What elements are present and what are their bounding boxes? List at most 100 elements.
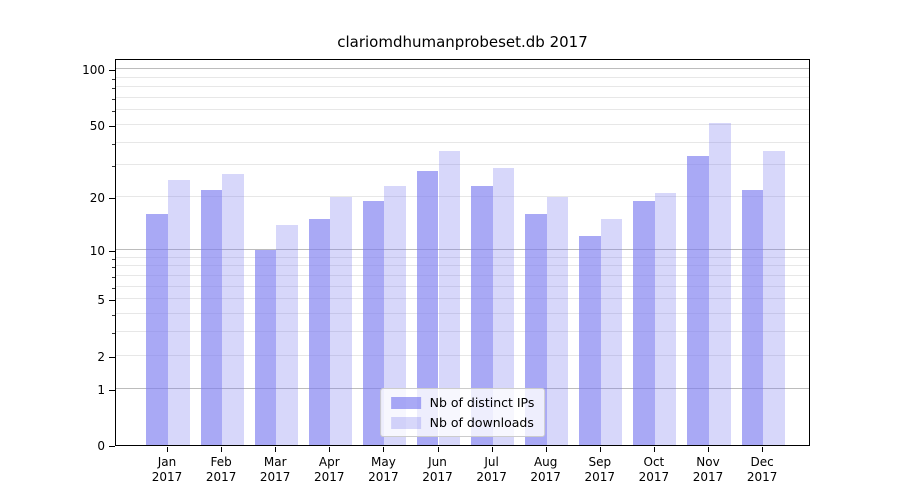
- gridline-y-9: [116, 256, 809, 258]
- legend-entry-downloads: Nb of downloads: [390, 415, 535, 430]
- y-minor-tick-8: [112, 267, 115, 269]
- gridline-y-8: [116, 265, 809, 267]
- x-tick-mark-nov: [708, 447, 709, 452]
- bar-oct-downloads: [654, 193, 677, 445]
- bar-may-distinct-ips: [362, 201, 385, 445]
- bar-feb-distinct-ips: [200, 189, 223, 445]
- bar-jul-downloads: [492, 168, 515, 445]
- y-tick-label-10: 10: [89, 243, 105, 258]
- bar-mar-distinct-ips: [254, 249, 277, 445]
- plot-area: Nb of distinct IPs Nb of downloads: [115, 59, 810, 446]
- y-tick-label-100: 100: [82, 63, 105, 78]
- gridline-y-7: [116, 274, 809, 276]
- y-tick-label-0: 0: [97, 439, 105, 453]
- x-tick-label-oct: Oct 2017: [638, 455, 670, 484]
- gridline-y-60: [116, 109, 809, 111]
- x-tick-mark-mar: [275, 447, 277, 452]
- x-tick-mark-jun: [437, 447, 439, 452]
- bar-nov-downloads: [709, 123, 731, 445]
- legend-entry-distinct-ips: Nb of distinct IPs: [390, 395, 535, 410]
- legend-label-distinct-ips: Nb of distinct IPs: [429, 395, 535, 410]
- gridline-y-40: [116, 141, 809, 143]
- x-tick-label-dec: Dec 2017: [746, 455, 778, 484]
- bar-mar-downloads: [276, 224, 298, 445]
- legend-label-downloads: Nb of downloads: [429, 415, 534, 430]
- y-minor-tick-60: [112, 111, 115, 113]
- x-tick-label-sep: Sep 2017: [584, 455, 616, 484]
- x-tick-mark-oct: [653, 447, 655, 452]
- bar-jun-distinct-ips: [416, 170, 439, 445]
- y-minor-tick-30: [112, 166, 115, 168]
- y-tick-mark-5: [109, 300, 115, 302]
- gridline-y-70: [116, 97, 809, 98]
- gridline-y-80: [116, 86, 809, 88]
- bar-may-downloads: [384, 186, 406, 445]
- x-tick-mark-may: [383, 447, 385, 452]
- gridline-y-100: [116, 68, 809, 70]
- y-minor-tick-4: [112, 315, 115, 316]
- bar-jun-downloads: [438, 151, 461, 445]
- y-minor-tick-80: [112, 88, 115, 90]
- gridline-y-3: [116, 331, 809, 333]
- y-tick-label-50: 50: [89, 118, 105, 133]
- y-minor-tick-40: [112, 143, 115, 145]
- bar-sep-downloads: [600, 219, 623, 445]
- y-minor-tick-9: [112, 258, 115, 260]
- y-tick-label-5: 5: [97, 293, 105, 308]
- bar-jul-distinct-ips: [471, 186, 493, 445]
- x-tick-label-jan: Jan 2017: [151, 455, 183, 484]
- gridline-y-6: [116, 285, 809, 287]
- gridline-y-30: [116, 164, 809, 166]
- x-tick-label-apr: Apr 2017: [314, 455, 345, 484]
- legend: Nb of distinct IPs Nb of downloads: [379, 388, 546, 437]
- y-tick-mark-20: [109, 198, 115, 200]
- bar-aug-distinct-ips: [525, 214, 547, 445]
- bar-feb-downloads: [222, 173, 244, 445]
- x-tick-mark-jan: [167, 447, 168, 452]
- gridline-y-5: [116, 298, 809, 300]
- y-minor-tick-70: [112, 99, 115, 100]
- x-tick-label-jun: Jun 2017: [422, 455, 453, 484]
- legend-swatch-distinct-ips: [390, 396, 421, 409]
- gridline-y-50: [116, 123, 809, 125]
- bar-apr-downloads: [330, 197, 352, 445]
- x-tick-label-may: May 2017: [368, 455, 399, 484]
- x-tick-label-jul: Jul 2017: [476, 455, 507, 484]
- y-tick-mark-10: [109, 250, 115, 252]
- y-tick-label-20: 20: [89, 191, 105, 206]
- x-tick-mark-feb: [221, 447, 223, 452]
- gridline-y-4: [116, 313, 809, 314]
- bar-jan-downloads: [168, 179, 190, 445]
- gridline-y-10: [116, 248, 809, 250]
- y-minor-tick-7: [112, 276, 115, 278]
- chart-title: clariomdhumanprobeset.db 2017: [337, 33, 588, 51]
- x-tick-mark-aug: [545, 447, 547, 452]
- gridline-y-90: [116, 76, 809, 78]
- y-minor-tick-6: [112, 287, 115, 289]
- bar-apr-distinct-ips: [308, 219, 331, 445]
- y-minor-tick-3: [112, 333, 115, 335]
- x-tick-label-feb: Feb 2017: [205, 455, 237, 484]
- y-tick-mark-0: [109, 446, 115, 447]
- bar-oct-distinct-ips: [633, 201, 655, 445]
- y-minor-tick-90: [112, 78, 115, 80]
- x-tick-mark-sep: [599, 447, 601, 452]
- gridline-y-20: [116, 196, 809, 198]
- x-tick-label-nov: Nov 2017: [692, 455, 724, 484]
- x-tick-mark-dec: [762, 447, 764, 452]
- y-tick-label-1: 1: [97, 382, 105, 397]
- x-tick-label-mar: Mar 2017: [259, 455, 291, 484]
- y-tick-label-2: 2: [97, 349, 105, 364]
- y-tick-mark-50: [109, 125, 115, 127]
- legend-swatch-downloads: [390, 416, 421, 429]
- x-tick-mark-apr: [329, 447, 331, 452]
- x-tick-mark-jul: [491, 447, 493, 452]
- y-tick-mark-100: [109, 70, 115, 72]
- bar-nov-distinct-ips: [687, 155, 709, 445]
- y-tick-mark-1: [109, 389, 115, 391]
- gridline-y-2: [116, 354, 809, 356]
- x-tick-label-aug: Aug 2017: [530, 455, 561, 484]
- bar-jan-distinct-ips: [146, 214, 168, 445]
- bar-dec-downloads: [763, 151, 785, 445]
